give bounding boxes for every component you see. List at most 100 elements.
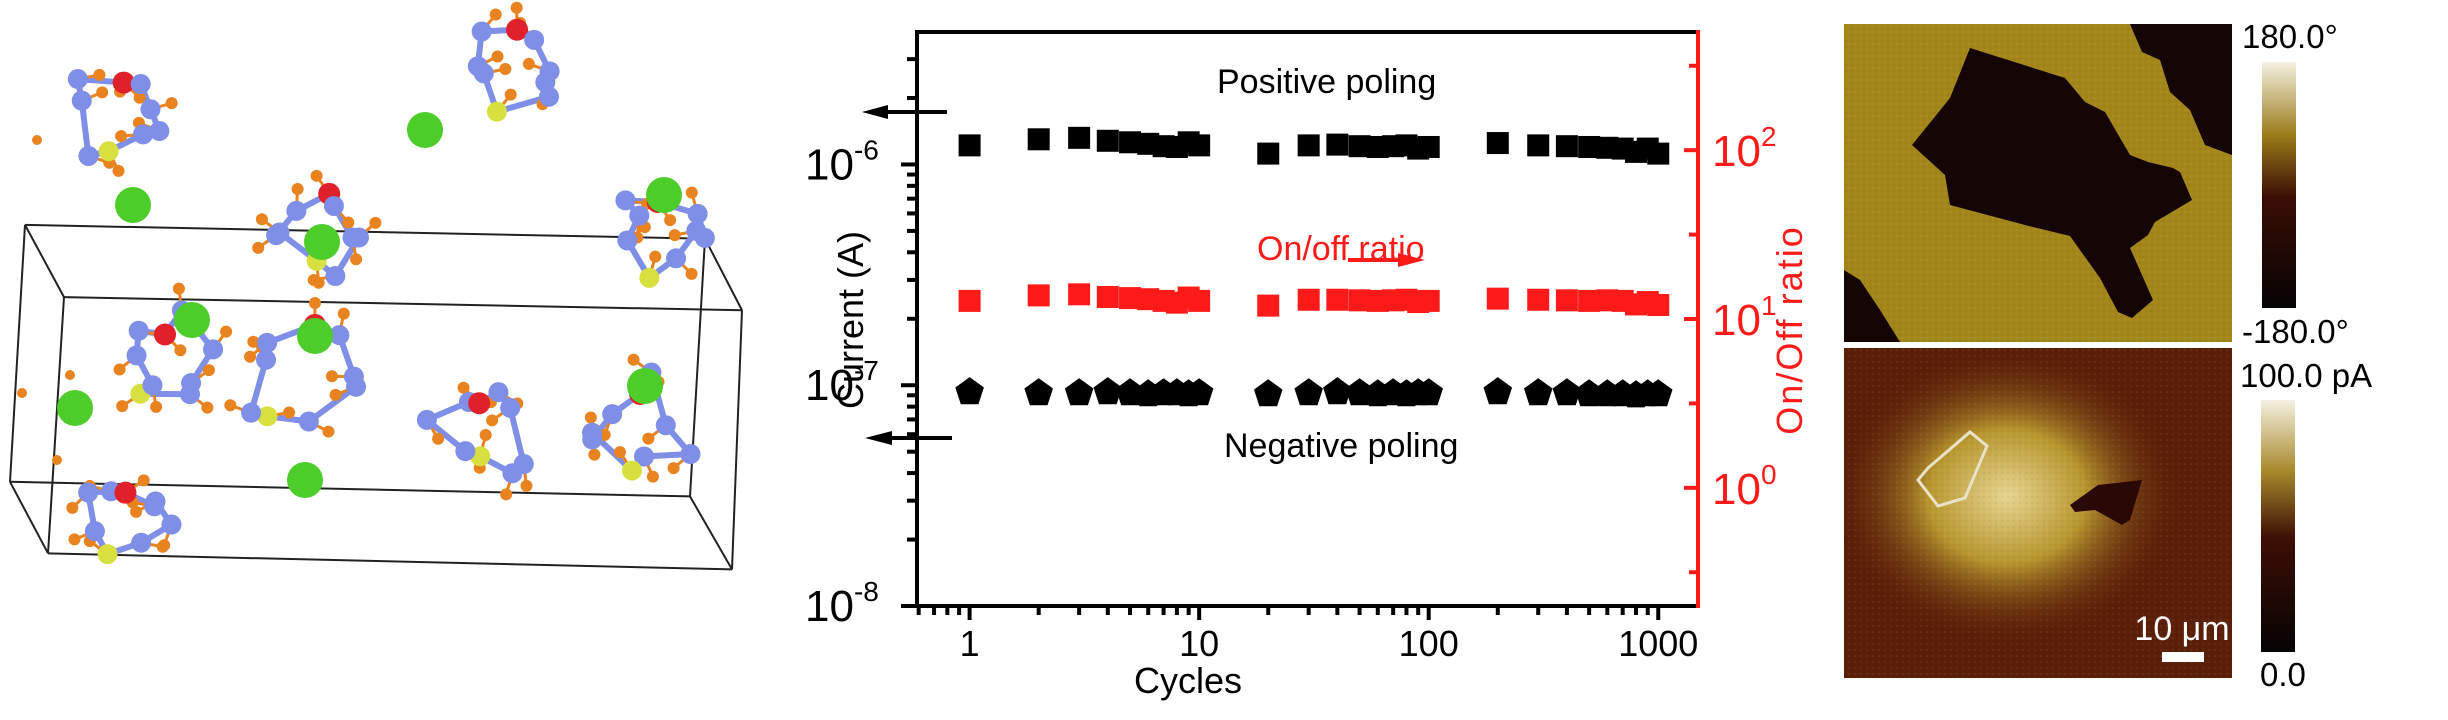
- data-point: [1418, 136, 1440, 158]
- unit-cell-edge: [732, 310, 742, 569]
- data-point: [959, 134, 981, 156]
- arrow-positive-poling: [862, 105, 947, 119]
- hydrogen-atom: [588, 449, 600, 461]
- data-point: [1484, 377, 1513, 404]
- carbon-atom: [468, 56, 488, 76]
- hydrogen-atom: [252, 242, 264, 254]
- crystal-structure-image: [0, 0, 780, 715]
- data-point: [1487, 132, 1509, 154]
- carbon-atom: [203, 339, 223, 359]
- hydrogen-atom: [66, 502, 78, 514]
- y2-tick-label: 101: [1712, 290, 1777, 345]
- hydrogen-atom: [114, 363, 126, 375]
- hydrogen-atom: [311, 170, 323, 182]
- hydrogen-atom: [96, 86, 108, 98]
- chloride-ion: [304, 224, 340, 260]
- unit-cell-edge: [64, 297, 742, 310]
- chloride-ion: [287, 462, 323, 498]
- y2-tick-label: 100: [1712, 459, 1777, 514]
- oxygen-atom: [154, 324, 176, 346]
- hydrogen-atom: [642, 433, 654, 445]
- scalebar-label: 10 μm: [2134, 610, 2229, 648]
- data-point: [1188, 134, 1210, 156]
- hydrogen-atom: [65, 370, 75, 380]
- data-point: [1257, 295, 1279, 317]
- sulfur-atom: [99, 141, 119, 161]
- hydrogen-atom: [166, 97, 178, 109]
- chloride-ion: [407, 112, 443, 148]
- carbon-atom: [342, 228, 362, 248]
- hydrogen-atom: [244, 351, 256, 363]
- carbon-atom: [500, 398, 520, 418]
- hydrogen-atom: [486, 414, 498, 426]
- carbon-atom: [615, 190, 635, 210]
- afm-panel: 10 μm 180.0° -180.0° 100.0 pA 0.0: [1830, 0, 2448, 715]
- hydrogen-atom: [369, 217, 381, 229]
- hydrogen-atom: [157, 541, 169, 553]
- chloride-ion: [57, 390, 93, 426]
- x-tick-label: 1000: [1618, 623, 1698, 664]
- hydrogen-atom: [130, 506, 142, 518]
- carbon-atom: [472, 21, 492, 41]
- data-point: [1024, 378, 1053, 405]
- hydrogen-atom: [500, 488, 512, 500]
- chloride-ion: [115, 187, 151, 223]
- hydrogen-atom: [505, 89, 517, 101]
- unit-cell-edge: [48, 297, 64, 553]
- hydrogen-atom: [499, 63, 511, 75]
- phase-colorbar-min-label: -180.0°: [2242, 313, 2349, 351]
- carbon-atom: [629, 206, 649, 226]
- carbon-atom: [286, 201, 306, 221]
- data-point: [1097, 130, 1119, 152]
- data-point: [1556, 289, 1578, 311]
- series-negative-poling: [955, 377, 1672, 407]
- data-point: [1524, 378, 1553, 405]
- hydrogen-atom: [322, 426, 334, 438]
- y2-axis-label: On/Off ratio: [1769, 225, 1810, 434]
- hydrogen-atom: [32, 135, 42, 145]
- hydrogen-atom: [490, 9, 502, 21]
- data-point: [1326, 134, 1348, 156]
- phase-colorbar-max-label: 180.0°: [2242, 18, 2338, 56]
- oxygen-atom: [114, 482, 136, 504]
- carbon-atom: [131, 533, 151, 553]
- chloride-ion: [174, 302, 210, 338]
- hydrogen-atom: [480, 429, 492, 441]
- hydrogen-atom: [17, 388, 27, 398]
- current-colorbar-max-label: 100.0 pA: [2240, 357, 2372, 395]
- hydrogen-atom: [330, 389, 342, 401]
- carbon-atom: [344, 367, 364, 387]
- series-on-off-ratio: [959, 283, 1670, 316]
- hydrogen-atom: [283, 406, 295, 418]
- carbon-atom: [180, 384, 200, 404]
- current-colorbar-min-label: 0.0: [2260, 656, 2306, 694]
- hydrogen-atom: [224, 399, 236, 411]
- carbon-atom: [540, 61, 560, 81]
- carbon-atom: [78, 146, 98, 166]
- hydrogen-atom: [585, 411, 597, 423]
- hydrogen-atom: [138, 474, 150, 486]
- hydrogen-atom: [116, 400, 128, 412]
- hydrogen-atom: [614, 446, 626, 458]
- data-point: [1065, 378, 1094, 405]
- carbon-atom: [688, 204, 708, 224]
- data-point: [1257, 143, 1279, 165]
- hydrogen-atom: [432, 433, 444, 445]
- carbon-atom: [666, 248, 686, 268]
- data-point: [1556, 135, 1578, 157]
- sulfur-atom: [98, 544, 118, 564]
- hydrogen-atom: [628, 354, 640, 366]
- hydrogen-atom: [68, 533, 80, 545]
- carbon-atom: [141, 99, 161, 119]
- scalebar: [2162, 652, 2204, 662]
- oxygen-atom: [468, 392, 490, 414]
- data-point: [1298, 289, 1320, 311]
- unit-cell-edge: [690, 496, 732, 569]
- carbon-atom: [695, 228, 715, 248]
- crystal-structure-panel: [0, 0, 780, 715]
- carbon-atom: [72, 91, 92, 111]
- carbon-atom: [602, 404, 622, 424]
- data-point: [1527, 289, 1549, 311]
